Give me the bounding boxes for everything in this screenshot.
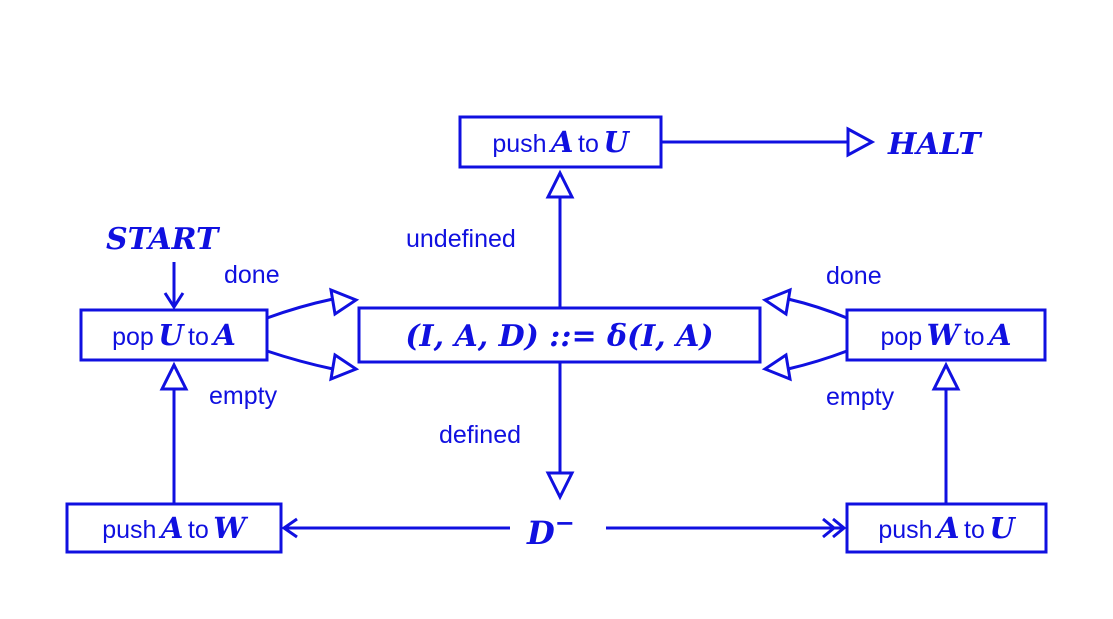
arrowhead-push-u-front — [832, 517, 847, 539]
to-word: to — [188, 516, 209, 544]
push-word: push — [102, 516, 156, 544]
to-word: to — [964, 516, 985, 544]
arrowhead-pop-u — [159, 361, 189, 391]
edge-empty-right — [787, 349, 848, 371]
d-superscript: − — [555, 508, 575, 537]
done-right-label: done — [826, 262, 882, 290]
start-label: START — [106, 222, 221, 257]
var-a: A — [548, 125, 574, 159]
to-word: to — [578, 130, 599, 158]
arrowhead-push-u-back — [822, 517, 837, 539]
push-a-to-u-top-box — [458, 115, 663, 169]
var-w: W — [213, 511, 248, 545]
pop-w-to-a-label: pop W to A — [880, 318, 1011, 352]
arrowhead-done-right — [761, 287, 792, 317]
defined-label: defined — [439, 421, 521, 449]
edge-done-right — [787, 297, 848, 320]
arrowhead-push-w — [281, 517, 298, 539]
d-minus-label: D− — [526, 508, 575, 552]
undefined-label: undefined — [406, 225, 516, 253]
to-word: to — [964, 323, 985, 351]
delta-label: (I, A, D) ::= δ(I, A) — [405, 319, 713, 354]
push-a-to-u-bottom-box — [845, 502, 1048, 554]
pop-word: pop — [112, 323, 154, 351]
arrowhead-pop-w — [931, 361, 961, 391]
var-u: U — [989, 511, 1016, 545]
pop-w-to-a-box — [845, 308, 1047, 362]
halt-label: HALT — [887, 127, 983, 162]
to-word: to — [188, 323, 209, 351]
arrowhead-defined — [545, 471, 575, 501]
var-a: A — [158, 511, 184, 545]
empty-right-label: empty — [826, 383, 895, 411]
var-u: U — [603, 125, 630, 159]
d-base: D — [526, 514, 555, 552]
var-u: U — [158, 318, 185, 352]
var-a: A — [934, 511, 960, 545]
edge-empty-left — [266, 349, 334, 371]
push-a-to-u-top-label: push A to U — [492, 125, 630, 159]
var-a: A — [210, 318, 236, 352]
arrowhead-start — [163, 292, 185, 310]
pop-word: pop — [880, 323, 922, 351]
pop-u-to-a-label: pop U to A — [112, 318, 236, 352]
var-w: W — [927, 318, 962, 352]
var-a: A — [986, 318, 1012, 352]
arrowhead-halt — [846, 126, 876, 158]
arrowhead-empty-right — [761, 352, 792, 382]
arrowhead-empty-left — [329, 352, 360, 382]
push-word: push — [878, 516, 932, 544]
push-a-to-w-label: push A to W — [102, 511, 248, 545]
arrowhead-done-left — [329, 287, 360, 317]
empty-left-label: empty — [209, 382, 278, 410]
done-left-label: done — [224, 261, 280, 289]
push-word: push — [492, 130, 546, 158]
arrowhead-undefined — [545, 169, 575, 199]
push-a-to-u-bottom-label: push A to U — [878, 511, 1016, 545]
edge-done-left — [266, 297, 334, 320]
pop-u-to-a-box — [79, 308, 269, 362]
